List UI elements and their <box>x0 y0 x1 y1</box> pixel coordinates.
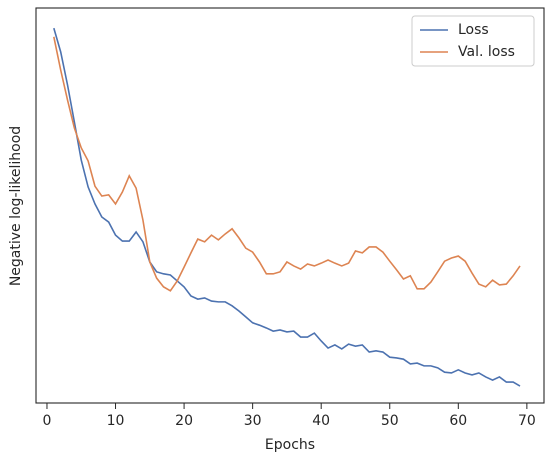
x-tick-label: 50 <box>381 413 399 429</box>
plot-frame <box>35 7 545 404</box>
x-tick-label: 30 <box>244 413 262 429</box>
y-axis-label: Negative log-likelihood <box>8 126 24 286</box>
legend-label: Loss <box>458 22 489 38</box>
legend-box <box>411 15 535 67</box>
x-tick-label: 10 <box>107 413 125 429</box>
x-tick-label: 20 <box>175 413 193 429</box>
x-tick-label: 60 <box>449 413 467 429</box>
x-tick-label: 0 <box>43 413 52 429</box>
legend-label: Val. loss <box>458 44 515 60</box>
x-tick-label: 70 <box>518 413 536 429</box>
x-axis-label: Epochs <box>265 437 315 453</box>
x-tick-label: 40 <box>312 413 330 429</box>
line-series <box>53 36 521 292</box>
line-series <box>53 27 521 387</box>
